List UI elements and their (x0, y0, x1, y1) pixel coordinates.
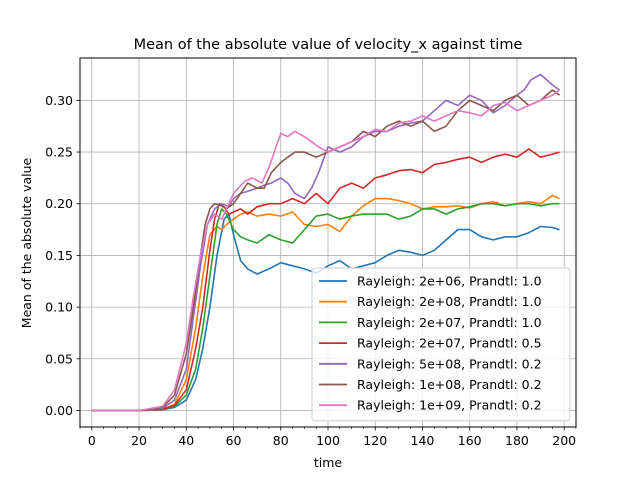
series-line-7 (91, 89, 560, 412)
series-lines (91, 73, 560, 412)
y-tick-label: 0.20 (45, 196, 73, 211)
series-line-6 (91, 89, 560, 412)
legend-box (311, 267, 571, 422)
x-tick-label: 120 (363, 433, 387, 448)
legend-label: Rayleigh: 5e+08, Prandtl: 0.2 (357, 356, 542, 371)
legend-label: Rayleigh: 2e+06, Prandtl: 1.0 (357, 274, 542, 289)
legend-label: Rayleigh: 2e+07, Prandtl: 1.0 (357, 315, 542, 330)
x-tick-label: 180 (505, 433, 529, 448)
x-tick-label: 100 (316, 433, 340, 448)
y-axis-label: Mean of the absolute value (19, 157, 34, 328)
y-tick-label: 0.30 (45, 93, 73, 108)
chart-title: Mean of the absolute value of velocity_x… (134, 37, 523, 53)
x-tick-label: 80 (273, 433, 289, 448)
y-tick-label: 0.10 (45, 300, 73, 315)
x-tick-label: 60 (226, 433, 242, 448)
legend: Rayleigh: 2e+06, Prandtl: 1.0 Rayleigh: 2… (311, 267, 571, 422)
y-tick-label: 0.05 (45, 351, 73, 366)
series-line-3 (91, 202, 560, 412)
legend-label: Rayleigh: 2e+07, Prandtl: 0.5 (357, 336, 542, 351)
legend-label: Rayleigh: 1e+08, Prandtl: 0.2 (357, 377, 542, 392)
legend-label: Rayleigh: 2e+08, Prandtl: 1.0 (357, 294, 542, 309)
y-tick-label: 0.15 (45, 248, 73, 263)
series-line-1 (91, 213, 560, 412)
legend-label: Rayleigh: 1e+09, Prandtl: 0.2 (357, 398, 542, 413)
x-axis-label: time (314, 455, 343, 470)
series-line-4 (91, 148, 560, 412)
y-tick-label: 0.25 (45, 145, 73, 160)
x-tick-label: 20 (131, 433, 147, 448)
x-tick-label: 0 (88, 433, 96, 448)
x-tick-label: 40 (178, 433, 194, 448)
x-tick-label: 160 (458, 433, 482, 448)
x-tick-label: 140 (411, 433, 435, 448)
x-tick-label: 200 (552, 433, 576, 448)
y-tick-label: 0.00 (45, 403, 73, 418)
axis-ticks: 0 20 40 60 80 100 120 140 160 180 200 0.00 0.05 0.10 0… (45, 93, 577, 448)
